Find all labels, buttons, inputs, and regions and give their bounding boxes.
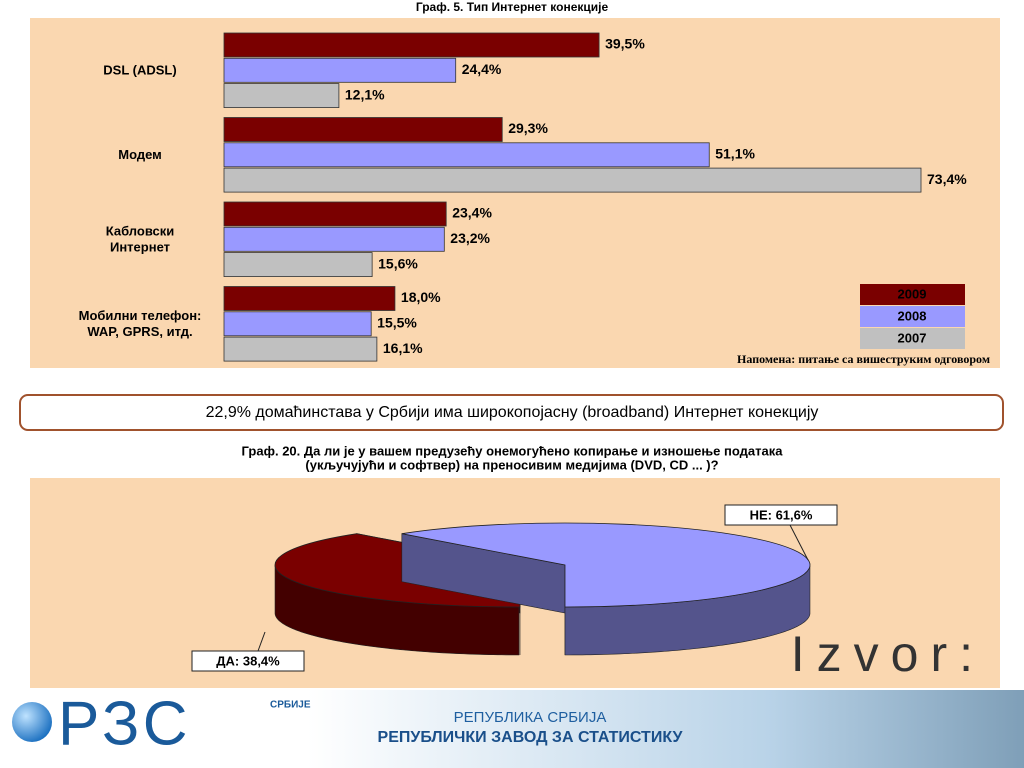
y-tick-label: Кабловски <box>106 223 174 238</box>
source-label: Izvor: <box>791 626 985 682</box>
pie: ДА: 38,4% НЕ: 61,6% <box>191 504 838 672</box>
data-label: 23,2% <box>450 230 490 246</box>
bar <box>223 311 372 337</box>
y-tick-label: DSL (ADSL) <box>103 62 176 77</box>
bar <box>223 117 503 142</box>
data-label-box <box>191 650 305 672</box>
leader-line <box>789 524 809 561</box>
chart-title: (укључујући и софтвер) на преносивим мед… <box>305 457 718 472</box>
y-tick-label: Мобилни телефон: <box>79 308 202 323</box>
leader-line <box>257 631 266 652</box>
pie-slice <box>401 522 811 608</box>
data-label: ДА: 38,4% <box>216 653 280 668</box>
bar <box>223 226 445 252</box>
data-label: 15,6% <box>378 255 418 271</box>
data-label: 73,4% <box>927 171 967 187</box>
callout-text: 22,9% домаћинстава у Србији има широкопо… <box>206 404 819 421</box>
bar <box>223 252 373 278</box>
logo-text: РЗС <box>58 689 192 758</box>
bar <box>223 336 378 362</box>
legend-label: 2007 <box>898 330 927 345</box>
y-tick-label: Интернет <box>110 239 170 254</box>
data-label: НЕ: 61,6% <box>750 507 813 522</box>
legend-label: 2009 <box>898 286 927 301</box>
bar <box>223 286 396 311</box>
chart-note: Напомена: питање са вишеструким одговоро… <box>737 352 990 366</box>
bar <box>223 83 340 108</box>
chart-title: Граф. 20. Да ли је у вашем предузећу оне… <box>242 443 784 458</box>
data-label: 29,3% <box>508 120 548 136</box>
banner-line: РЕПУБЛИКА СРБИЈА <box>454 709 607 726</box>
legend-swatch <box>860 284 965 305</box>
banner <box>0 690 1024 768</box>
legend-label: 2008 <box>898 308 927 323</box>
logo-sub: СРБИЈЕ <box>270 700 311 711</box>
banner-line: РЕПУБЛИЧКИ ЗАВОД ЗА СТАТИСТИКУ <box>378 729 684 746</box>
chart-title: Граф. 5. Тип Интернет конекције <box>416 0 609 14</box>
data-label: 16,1% <box>383 340 423 356</box>
y-tick-label: WAP, GPRS, итд. <box>87 324 192 339</box>
data-label: 18,0% <box>401 289 441 305</box>
bar <box>223 201 447 227</box>
bar <box>223 57 457 83</box>
data-label: 15,5% <box>377 315 417 331</box>
bar <box>223 142 710 168</box>
bar <box>223 32 600 58</box>
data-label: 24,4% <box>462 61 502 77</box>
legend-swatch <box>860 306 965 327</box>
callout-box <box>19 394 1004 431</box>
data-label: 23,4% <box>452 205 492 221</box>
data-label: 51,1% <box>715 146 755 162</box>
chart-background <box>30 18 1000 368</box>
data-label-box <box>724 504 838 526</box>
data-label: 12,1% <box>345 86 385 102</box>
data-label: 39,5% <box>605 36 645 52</box>
legend-swatch <box>860 328 965 349</box>
bar <box>223 167 922 193</box>
y-tick-label: Модем <box>118 147 162 162</box>
logo-dot <box>12 702 52 742</box>
